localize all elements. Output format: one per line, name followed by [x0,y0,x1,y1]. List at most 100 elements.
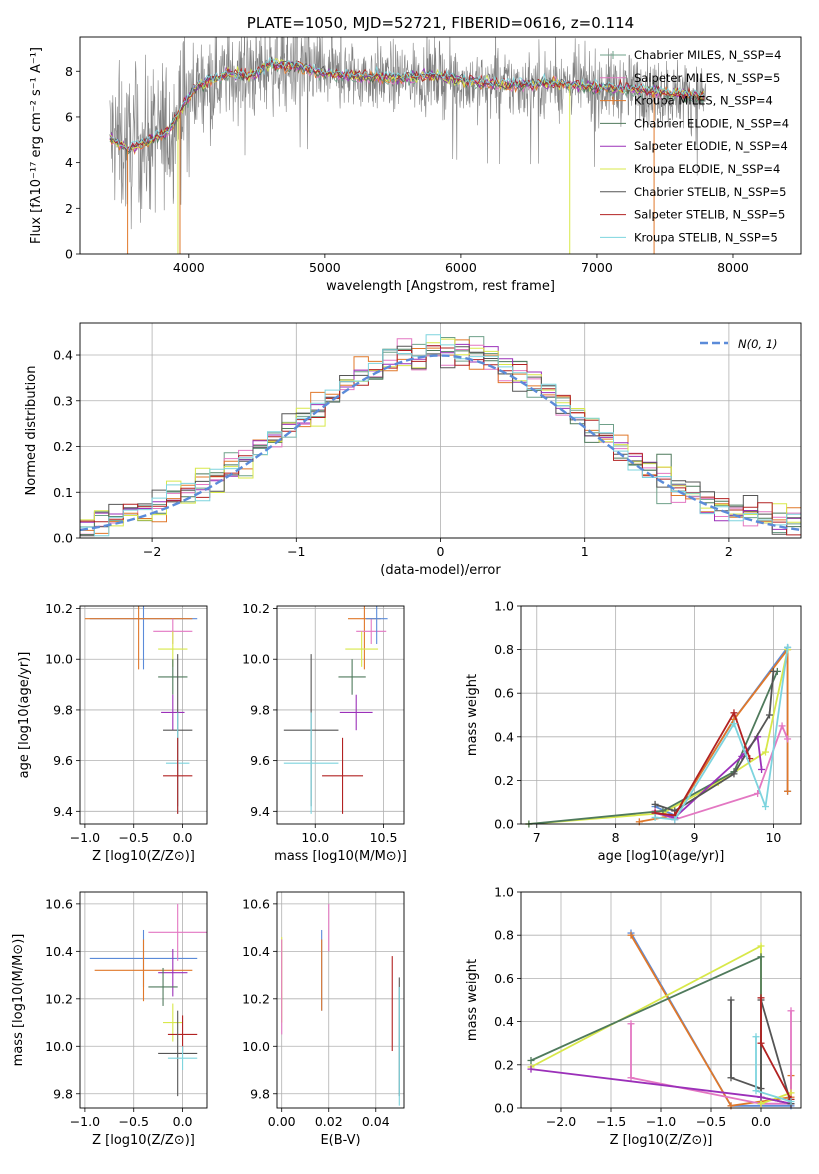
x-tick-label: 10.0 [301,830,329,845]
plot-frame [520,605,802,825]
x-axis-label: wavelength [Angstrom, rest frame] [326,279,555,294]
spectrum-panel: 4000 5000 6000 7000 8000 0 2 4 6 8 wavelength [Ang… [29,14,802,294]
chart-title: PLATE=1050, MJD=52721, FIBERID=0616, z=0… [247,14,634,32]
y-tick-label: 9.6 [250,753,270,768]
y-tick-label: 9.8 [53,702,73,717]
legend-entry: Chabrier MILES, N_SSP=4 [634,48,781,62]
x-axis-label: (data-model)/error [380,563,501,578]
y-tick-label: 10.0 [45,652,73,667]
x-axis-label: Z [log10(Z/Z⊙)] [92,1133,195,1148]
mass-weight-line [655,710,751,817]
y-tick-label: 9.8 [53,1086,73,1101]
plot-frame [79,891,208,1109]
x-tick-label: 7 [533,830,541,845]
y-tick-label: 0.1 [53,485,73,500]
legend-entry: Kroupa ELODIE, N_SSP=4 [634,162,780,176]
y-tick-label: 1.0 [494,885,514,900]
y-tick-label: 0.2 [494,1057,514,1072]
y-tick-label: 6 [65,109,73,124]
y-tick-label: 2 [65,201,73,216]
y-tick-label: 4 [65,155,73,170]
x-tick-label: 0.0 [173,830,193,845]
model-spectrum-line [109,57,705,150]
legend-entry: Salpeter STELIB, N_SSP=5 [634,208,785,222]
y-tick-label: 9.4 [53,804,73,819]
x-tick-label: 10 [765,830,781,845]
y-tick-label: 10.2 [45,991,73,1006]
y-tick-label: 0.2 [494,773,514,788]
x-tick-label: 1 [581,544,589,559]
y-tick-label: 0.0 [494,1101,514,1116]
plot-frame [520,891,802,1109]
x-tick-label: 0.02 [315,1114,343,1129]
y-tick-label: 0.8 [494,642,514,657]
x-tick-label: 10.5 [370,830,398,845]
y-tick-label: 10.0 [45,1039,73,1054]
y-tick-label: 9.4 [250,804,270,819]
plot-frame [79,322,802,539]
x-axis-label: age [log10(age/yr)] [598,849,725,864]
x-tick-label: −1.5 [596,1114,626,1129]
x-tick-label: 8 [612,830,620,845]
x-tick-label: 0.04 [362,1114,390,1129]
x-tick-label: −0.5 [119,830,149,845]
x-tick-label: −1.0 [70,1114,100,1129]
y-tick-label: 10.0 [242,652,270,667]
y-tick-label: 9.8 [250,702,270,717]
y-tick-label: 0.0 [494,817,514,832]
y-tick-label: 0.4 [494,1014,514,1029]
massweight-vs-metallicity-panel: −2.0 −1.5 −1.0 −0.5 0.0 0.0 0.2 0.4 0.6 0.8 1.0 Z [… [465,885,802,1148]
age-vs-metallicity-panel: −1.0 −0.5 0.0 9.4 9.6 9.8 10.0 10.2 Z [log10(Z/Z… [17,601,208,864]
y-tick-label: 0.4 [53,348,73,363]
observed-spectrum [109,37,707,230]
x-tick-label: −1.0 [646,1114,676,1129]
y-tick-label: 0.0 [53,531,73,546]
x-tick-label: 0.0 [751,1114,771,1129]
x-tick-label: −2 [143,544,161,559]
y-tick-label: 10.4 [242,944,270,959]
x-tick-label: −0.5 [119,1114,149,1129]
x-tick-label: 4000 [173,260,205,275]
x-tick-label: 0.00 [268,1114,296,1129]
y-axis-label: mass [log10(M/M⊙)] [11,934,26,1067]
legend-entry: Salpeter MILES, N_SSP=5 [634,71,780,85]
y-tick-label: 0.2 [53,439,73,454]
y-tick-label: 10.4 [45,944,73,959]
age-vs-mass-panel: 10.0 10.5 9.4 9.6 9.8 10.0 10.2 mass [log10(M/M… [242,601,407,864]
y-axis-label: age [log10(age/yr)] [17,652,32,779]
x-axis-label: E(B-V) [320,1133,360,1148]
y-tick-label: 10.0 [242,1039,270,1054]
mass-vs-metallicity-panel: −1.0 −0.5 0.0 9.8 10.0 10.2 10.4 10.6 Z [log10(Z… [11,891,208,1148]
x-axis-label: Z [log10(Z/Z⊙)] [610,1133,713,1148]
massweight-vs-age-panel: 7 8 9 10 0.0 0.2 0.4 0.6 0.8 1.0 age [log10(age/yr… [465,599,802,864]
x-tick-label: 7000 [581,260,613,275]
y-tick-label: 10.2 [45,601,73,616]
y-tick-label: 0.3 [53,393,73,408]
legend-entry: Chabrier STELIB, N_SSP=5 [634,185,786,199]
residual-histogram [80,345,801,536]
x-axis-label: Z [log10(Z/Z⊙)] [92,849,195,864]
x-tick-label: −2.0 [546,1114,576,1129]
gaussian-curve [80,354,801,532]
y-tick-label: 0 [65,247,73,262]
plot-frame [79,605,208,825]
y-tick-label: 1.0 [494,599,514,614]
y-tick-label: 0.6 [494,686,514,701]
legend-entry: Kroupa STELIB, N_SSP=5 [634,230,778,244]
x-tick-label: 0 [437,544,445,559]
x-tick-label: −0.5 [696,1114,726,1129]
y-tick-label: 0.4 [494,729,514,744]
mass-weight-line [639,646,789,823]
mass-weight-line [528,671,779,824]
y-axis-label: Flux [fλ10⁻¹⁷ erg cm⁻² s⁻¹ A⁻¹] [29,47,44,244]
residual-histogram [80,343,801,530]
y-tick-label: 9.8 [250,1086,270,1101]
y-axis-label: Normed distribution [24,366,39,496]
y-tick-label: 0.8 [494,928,514,943]
x-tick-label: 8000 [717,260,749,275]
y-tick-label: 9.6 [53,753,73,768]
legend-entry: Chabrier ELODIE, N_SSP=4 [634,116,789,130]
x-tick-label: 2 [725,544,733,559]
y-axis-label: mass weight [465,959,480,1041]
